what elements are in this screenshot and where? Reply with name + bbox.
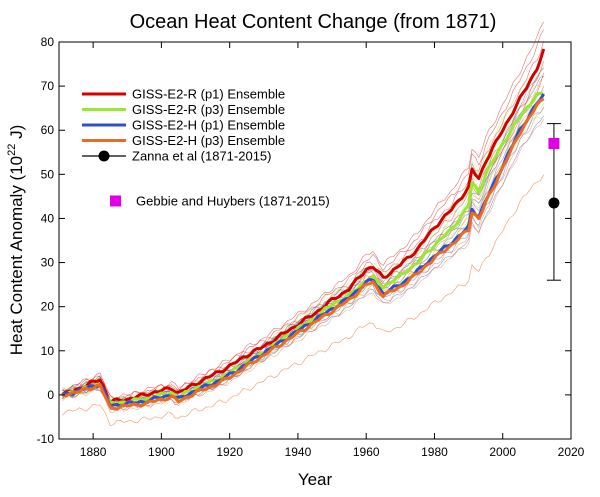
y-axis-ticks: -10 0 10 20 30 40 50 60 70 80 [37,35,571,446]
legend-marker [98,150,110,162]
series-line [61,97,545,411]
y-axis-label: Heat Content Anomaly (1022 J) [6,125,26,356]
y-tick-label: 50 [41,167,55,181]
x-axis-ticks: 1880 1900 1920 1940 1960 1980 2000 2020 [80,42,585,459]
series-line [61,48,546,405]
legend-label: Gebbie and Huybers (1871-2015) [136,194,330,209]
x-tick-label: 1980 [421,445,448,459]
observation-point [548,137,560,149]
x-axis-label: Year [298,470,333,489]
legend-label: GISS-E2-H (p1) Ensemble [132,118,285,133]
observation-point [548,197,560,209]
y-tick-label: 70 [41,79,55,93]
series-lines [61,48,546,411]
legend-label: GISS-E2-H (p3) Ensemble [132,133,285,148]
y-tick-label: 60 [41,123,55,137]
y-axis-label-exponent: 22 [6,144,18,156]
y-tick-label: 80 [41,35,55,49]
y-tick-label: 40 [41,211,55,225]
x-tick-label: 1940 [285,445,312,459]
x-tick-label: 2020 [558,445,585,459]
x-tick-label: 1900 [148,445,175,459]
y-axis-label-unit: J) [7,125,26,144]
legend-label: GISS-E2-R (p1) Ensemble [132,87,285,102]
chart-title: Ocean Heat Content Change (from 1871) [130,11,497,33]
x-tick-label: 1920 [216,445,243,459]
y-axis-label-main: Heat Content Anomaly (10 [7,156,26,355]
y-tick-label: 20 [41,300,55,314]
plot-frame [58,41,572,440]
x-tick-label: 2000 [489,445,516,459]
ensemble-spread-lines [62,21,544,427]
observation-markers [546,123,561,281]
ensemble-member-line [62,174,544,427]
x-tick-label: 1960 [353,445,380,459]
y-tick-label: 30 [41,256,55,270]
y-tick-label: 0 [47,388,54,402]
y-tick-label: 10 [41,344,55,358]
legend-label: Zanna et al (1871-2015) [132,149,271,164]
legend-marker [110,195,121,207]
y-tick-label: -10 [37,432,55,446]
legend-label: GISS-E2-R (p3) Ensemble [132,102,285,117]
x-tick-label: 1880 [80,445,107,459]
